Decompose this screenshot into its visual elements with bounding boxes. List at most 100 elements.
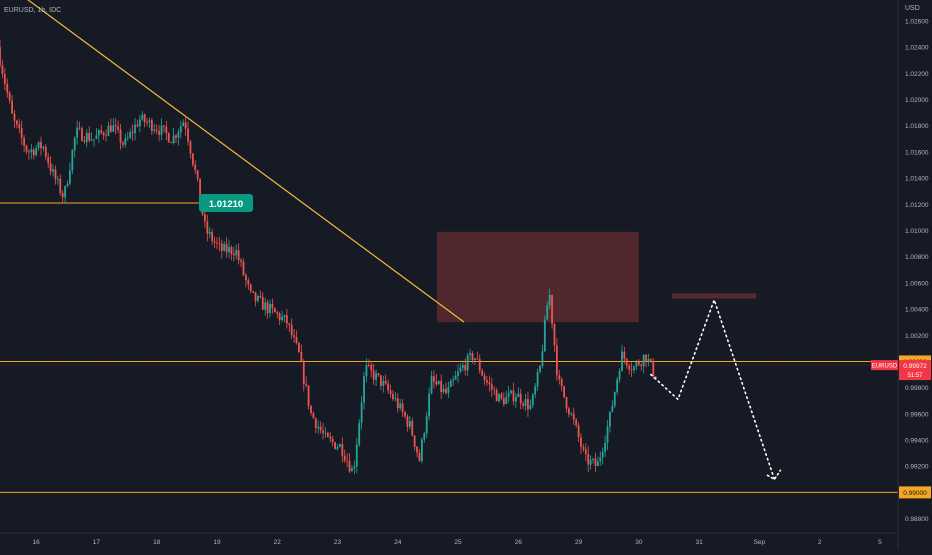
candle-body: [310, 405, 312, 414]
candle-body: [298, 343, 300, 353]
candle-body: [204, 214, 206, 222]
candle-body: [122, 142, 124, 145]
candle-body: [0, 47, 1, 66]
candle-body: [54, 169, 57, 180]
candle-body: [240, 260, 242, 262]
candle-body: [11, 100, 13, 114]
candle-body: [582, 447, 585, 450]
candle-body: [616, 379, 619, 393]
zones-layer: [436, 231, 757, 323]
candle-body: [548, 294, 551, 306]
y-tick-label: 0.99400: [905, 438, 929, 445]
projection-arrowhead: [766, 469, 782, 481]
y-tick-label: 1.02400: [905, 45, 929, 52]
candle-body: [486, 380, 488, 383]
candle-body: [1, 65, 4, 74]
level-badge-text: 1.01210: [209, 199, 243, 210]
lower-level-tag: [899, 486, 931, 499]
candle-body: [584, 449, 587, 454]
candle-body: [331, 438, 334, 443]
currency-label: USD: [905, 5, 920, 12]
candle-body: [461, 364, 464, 368]
x-tick-label: 30: [635, 539, 643, 546]
candle-body: [611, 405, 614, 412]
candle-body: [194, 164, 197, 171]
candle-body: [649, 359, 652, 361]
candle-body: [114, 125, 117, 127]
y-tick-label: 0.98800: [905, 516, 929, 523]
x-tick-label: 31: [695, 539, 703, 546]
candle-body: [618, 371, 621, 380]
candle-body: [143, 114, 146, 123]
candle-body: [56, 178, 59, 180]
candle-body: [15, 120, 18, 125]
candle-body: [387, 383, 390, 391]
candle-body: [264, 302, 267, 310]
candle-body: [633, 366, 635, 371]
x-tick-label: 16: [33, 539, 41, 546]
candle-body: [370, 364, 373, 371]
candle-body: [278, 313, 281, 321]
level-badge-box: [199, 193, 254, 212]
candle-body: [6, 83, 9, 93]
candle-body: [3, 73, 6, 84]
candle-body: [95, 135, 98, 139]
candle-body: [153, 129, 156, 131]
candle-body: [90, 139, 93, 141]
candle-body: [416, 446, 418, 453]
price-axis[interactable]: 1.02600 1.02400 1.02200 1.02000 1.01800 1.016…: [905, 18, 929, 523]
candle-body: [18, 124, 21, 129]
candle-body: [138, 119, 141, 127]
symbol-tag-text: EURUSD: [872, 364, 898, 370]
candle-body: [628, 365, 631, 370]
candle-body: [406, 416, 409, 427]
symbol-label[interactable]: EURUSD, 1h, IDC: [4, 7, 61, 14]
candle-body: [170, 142, 173, 144]
candle-body: [64, 186, 66, 198]
candle-body: [418, 452, 421, 461]
candle-body: [483, 375, 486, 381]
candle-body: [539, 365, 541, 373]
candle-body: [435, 381, 438, 385]
candle-body: [44, 146, 47, 157]
candle-body: [334, 442, 336, 449]
y-tick-label: 1.00200: [905, 333, 929, 340]
candle-body: [459, 367, 462, 372]
candle-body: [223, 243, 226, 251]
candle-body: [570, 413, 573, 415]
candle-body: [360, 402, 363, 423]
x-tick-label: 17: [93, 539, 101, 546]
candle-body: [42, 146, 45, 149]
candle-body: [249, 284, 252, 292]
candle-body: [377, 373, 380, 376]
candle-body: [601, 451, 604, 458]
candle-body: [93, 138, 95, 140]
x-tick-label: 19: [213, 539, 221, 546]
candle-body: [69, 170, 71, 184]
candle-body: [109, 125, 112, 132]
candle-body: [339, 444, 341, 447]
y-tick-label: 1.00800: [905, 254, 929, 261]
candle-body: [266, 302, 269, 314]
candle-body: [124, 138, 127, 145]
candle-body: [276, 312, 279, 314]
candle-body: [346, 460, 349, 462]
candle-body: [524, 399, 527, 406]
time-axis[interactable]: 16 17 18 19 22 23 24 25 26 29 30 31 Sep 2 5: [33, 539, 883, 546]
candle-body: [375, 373, 377, 380]
candle-body: [283, 315, 286, 317]
candle-body: [625, 358, 628, 366]
candle-body: [502, 398, 505, 405]
candle-body: [654, 376, 657, 379]
x-tick-label: 22: [274, 539, 282, 546]
candle-body: [647, 359, 650, 362]
y-tick-label: 0.99600: [905, 411, 929, 418]
candle-body: [302, 360, 305, 385]
candle-body: [102, 132, 105, 136]
candle-body: [394, 398, 397, 400]
candle-body: [536, 372, 539, 387]
candle-body: [555, 345, 558, 376]
candle-body: [341, 444, 344, 456]
